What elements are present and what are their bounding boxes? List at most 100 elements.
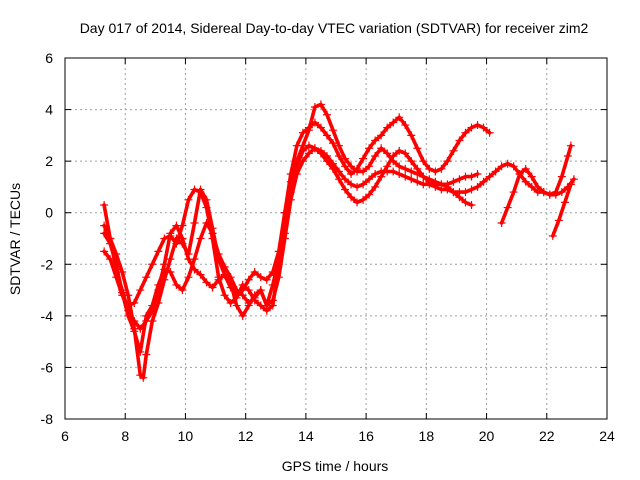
data-point [142,273,151,282]
x-tick-label: 24 [599,428,615,444]
data-point [184,249,193,258]
data-point [124,291,133,300]
data-point [365,190,374,199]
data-point [443,180,452,189]
data-point [196,185,205,194]
data-point [401,172,410,181]
data-point [322,151,331,160]
x-tick-label: 8 [121,428,129,444]
data-point [407,131,416,140]
data-point [322,131,331,140]
data-point [214,255,223,264]
data-point [455,136,464,145]
data-point [419,157,428,166]
x-tick-label: 12 [238,428,254,444]
data-point [154,298,163,307]
data-point [310,144,319,153]
y-axis-label-wrap: SDTVAR / TECUs [7,183,23,295]
data-point [389,118,398,127]
data-point [407,175,416,184]
data-point [539,188,548,197]
y-tick-label: -6 [41,359,54,375]
data-point [298,141,307,150]
data-point [208,224,217,233]
data-point [347,170,356,179]
data-point [316,100,325,109]
data-point [139,373,148,382]
data-point [461,128,470,137]
data-point [569,175,578,184]
data-point [274,255,283,264]
data-point [250,268,259,277]
data-point [455,175,464,184]
y-tick-label: -4 [41,308,54,324]
y-tick-label: 4 [45,102,53,118]
data-point [130,298,139,307]
data-point [100,247,109,256]
data-point [244,301,253,310]
trace-line-6 [551,182,573,238]
data-point [202,278,211,287]
data-point [244,275,253,284]
data-point [497,162,506,171]
data-point [172,280,181,289]
data-point [509,162,518,171]
data-point [106,234,115,243]
data-point [304,149,313,158]
data-point [100,200,109,209]
plot-frame [64,57,608,420]
data-point [148,260,157,269]
data-point [220,291,229,300]
trace-line-4 [102,102,480,380]
x-tick-label: 20 [479,428,495,444]
data-point [172,234,181,243]
data-point [473,182,482,191]
data-point [431,177,440,186]
data-point [467,200,476,209]
data-point [425,175,434,184]
data-point [554,216,563,225]
x-tick-label: 22 [539,428,555,444]
data-point [154,247,163,256]
data-point [347,162,356,171]
data-point [401,149,410,158]
data-point [407,157,416,166]
data-point [316,146,325,155]
data-point [196,270,205,279]
data-point [473,170,482,179]
data-point [268,280,277,289]
data-point [371,170,380,179]
data-point [268,296,277,305]
data-point [226,298,235,307]
data-point [142,311,151,320]
data-point [485,172,494,181]
data-point [395,113,404,122]
data-point [322,110,331,119]
data-point [557,172,566,181]
data-point [467,172,476,181]
data-point [497,219,506,228]
data-point [238,311,247,320]
data-point [371,182,380,191]
data-point [196,234,205,243]
data-point [184,273,193,282]
data-point [286,177,295,186]
data-point [479,177,488,186]
data-point [467,185,476,194]
data-point [335,167,344,176]
data-point [449,146,458,155]
data-point [166,231,175,240]
data-point [202,219,211,228]
data-point [395,170,404,179]
data-point [298,128,307,137]
data-point [515,170,524,179]
data-point [563,151,572,160]
data-point [467,123,476,132]
data-point [250,291,259,300]
y-tick-label: 0 [45,205,53,221]
data-point [262,275,271,284]
data-point [341,154,350,163]
data-point [371,136,380,145]
data-point [238,291,247,300]
